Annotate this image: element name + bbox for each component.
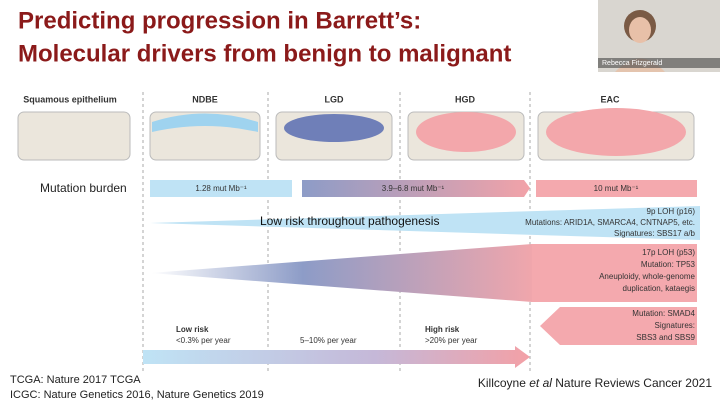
wedge-label: Low risk throughout pathogenesis xyxy=(260,214,439,228)
risk-label: Low risk xyxy=(176,325,209,334)
p53-note: Aneuploidy, whole-genome xyxy=(599,272,695,281)
p53-note: duplication, kataegis xyxy=(623,284,696,293)
presenter-name: Rebecca Fitzgerald xyxy=(602,60,662,67)
wedge-note: 9p LOH (p16) xyxy=(647,207,696,216)
smad4-note: Signatures: xyxy=(655,321,695,330)
burden-label: Mutation burden xyxy=(40,181,127,195)
risk-rate: 5–10% per year xyxy=(300,336,357,345)
smad4-note: SBS3 and SBS9 xyxy=(636,333,695,342)
stage-label: Squamous epithelium xyxy=(23,94,117,104)
burden-value: 1.28 mut Mb⁻¹ xyxy=(195,184,247,193)
stage-label: LGD xyxy=(325,94,344,104)
footer-ref: TCGA: Nature 2017 TCGA xyxy=(10,374,141,386)
risk-rate: <0.3% per year xyxy=(176,336,231,345)
wedge-note: Signatures: SBS17 a/b xyxy=(614,229,695,238)
risk-rate: >20% per year xyxy=(425,336,478,345)
stage-label: HGD xyxy=(455,94,476,104)
citation: Killcoyne et al Nature Reviews Cancer 20… xyxy=(478,376,712,390)
p53-note: Mutation: TP53 xyxy=(641,260,696,269)
citation-part: et al xyxy=(529,376,552,390)
title-line: Molecular drivers from benign to maligna… xyxy=(18,40,511,67)
title-line: Predicting progression in Barrett’s: xyxy=(18,7,421,34)
burden-value: 10 mut Mb⁻¹ xyxy=(594,184,639,193)
citation-part: Killcoyne xyxy=(478,376,529,390)
risk-label: High risk xyxy=(425,325,460,334)
p53-note: 17p LOH (p53) xyxy=(642,248,695,257)
webcam: Rebecca Fitzgerald xyxy=(598,0,720,72)
citation-part: Nature Reviews Cancer 2021 xyxy=(552,376,712,390)
burden-value: 3.9–6.8 mut Mb⁻¹ xyxy=(382,184,445,193)
footer-ref: ICGC: Nature Genetics 2016, Nature Genet… xyxy=(10,389,264,401)
wedge-note: Mutations: ARID1A, SMARCA4, CNTNAP5, etc… xyxy=(525,218,695,227)
stage-label: NDBE xyxy=(192,94,218,104)
smad4-note: Mutation: SMAD4 xyxy=(632,309,695,318)
tissue xyxy=(17,108,695,161)
stage-label: EAC xyxy=(600,94,620,104)
